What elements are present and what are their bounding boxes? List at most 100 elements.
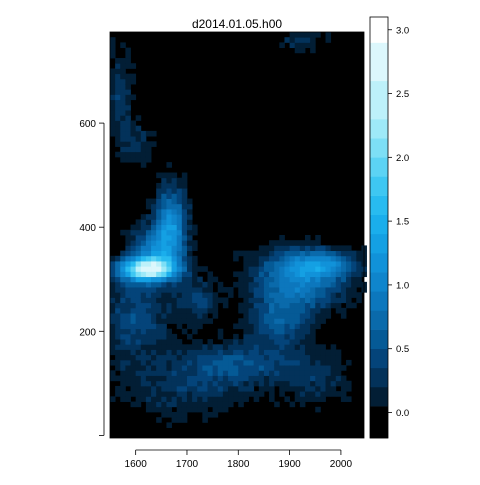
heatmap-cell <box>135 276 142 283</box>
heatmap-cell <box>176 198 183 205</box>
heatmap-cell <box>335 266 342 272</box>
heatmap-cell <box>120 302 126 309</box>
heatmap-cell <box>310 365 316 371</box>
heatmap-cell <box>115 365 121 371</box>
heatmap-cell <box>330 365 337 371</box>
heatmap-cell <box>269 307 275 314</box>
heatmap-cell <box>289 370 296 376</box>
heatmap-cell <box>330 271 337 278</box>
heatmap-cell <box>115 354 121 361</box>
heatmap-cell <box>130 328 137 335</box>
heatmap-cell <box>325 313 332 319</box>
heatmap-cell <box>125 235 131 241</box>
heatmap-cell <box>140 339 147 345</box>
heatmap-cell <box>284 261 290 267</box>
heatmap-cell <box>330 344 337 350</box>
heatmap-cell <box>243 365 249 371</box>
heatmap-cell <box>243 261 249 267</box>
heatmap-cell <box>253 250 260 257</box>
heatmap-cell <box>186 276 193 283</box>
heatmap-cell <box>299 359 306 366</box>
heatmap-cell <box>315 307 321 314</box>
heatmap-cell <box>299 292 306 298</box>
colorbar-segment <box>370 310 388 330</box>
heatmap-cell <box>233 380 239 387</box>
heatmap-cell <box>151 250 157 257</box>
heatmap-cell <box>125 281 131 288</box>
heatmap-cell <box>181 375 188 382</box>
heatmap-cell <box>304 370 311 376</box>
heatmap-cell <box>145 229 152 236</box>
heatmap-cell <box>258 302 265 309</box>
heatmap-cell <box>166 245 172 252</box>
heatmap-cell <box>294 385 301 392</box>
heatmap-cell <box>212 354 219 361</box>
heatmap-cell <box>135 375 142 382</box>
heatmap-cell <box>145 292 152 298</box>
heatmap-cell <box>156 354 162 361</box>
heatmap-cell <box>120 313 126 319</box>
heatmap-cell <box>145 146 152 153</box>
heatmap-cell <box>171 255 178 262</box>
heatmap-cell <box>304 391 311 397</box>
heatmap-cell <box>274 344 280 350</box>
heatmap-cell <box>294 245 301 252</box>
heatmap-cell <box>145 198 152 205</box>
heatmap-cell <box>330 281 337 288</box>
heatmap-cell <box>181 354 188 361</box>
heatmap-cell <box>238 307 244 314</box>
heatmap-cell <box>315 359 321 366</box>
heatmap-cell <box>274 250 280 257</box>
heatmap-cell <box>238 385 244 392</box>
heatmap-cell <box>289 240 296 246</box>
heatmap-cell <box>299 281 306 288</box>
heatmap-cell <box>274 271 280 278</box>
heatmap-cell <box>233 396 239 402</box>
plot-frame <box>109 31 365 439</box>
heatmap-cell <box>145 245 152 252</box>
heatmap-cell <box>269 318 275 324</box>
heatmap-cell <box>248 313 255 319</box>
heatmap-cell <box>228 292 234 298</box>
heatmap-cell <box>294 375 301 382</box>
heatmap-cell <box>145 203 152 210</box>
heatmap-cell <box>151 276 157 283</box>
heatmap-cell <box>258 271 265 278</box>
heatmap-cell <box>243 297 249 304</box>
heatmap-cell <box>304 328 311 335</box>
heatmap-cell <box>130 94 137 101</box>
heatmap-cell <box>284 240 290 246</box>
heatmap-cell <box>320 281 326 288</box>
heatmap-cell <box>171 417 178 423</box>
heatmap-cell <box>315 287 321 293</box>
heatmap-cell <box>125 359 131 366</box>
heatmap-cell <box>304 344 311 350</box>
heatmap-cell <box>130 391 137 397</box>
heatmap-cell <box>289 359 296 366</box>
x-tick-label: 2000 <box>330 459 353 470</box>
heatmap-cell <box>140 333 147 340</box>
heatmap-cell <box>325 276 332 283</box>
heatmap-cell <box>325 359 332 366</box>
heatmap-cell <box>115 271 121 278</box>
heatmap-cell <box>320 349 326 356</box>
heatmap-cell <box>253 365 260 371</box>
heatmap-cell <box>263 266 270 272</box>
heatmap-cell <box>243 380 249 387</box>
heatmap-cell <box>125 307 131 314</box>
heatmap-cell <box>161 177 167 184</box>
heatmap-cell <box>130 73 137 80</box>
heatmap-cell <box>304 250 311 257</box>
heatmap-cell <box>294 266 301 272</box>
heatmap-cell <box>289 344 296 350</box>
heatmap-cell <box>161 224 167 231</box>
heatmap-cell <box>151 380 157 387</box>
heatmap-cell <box>156 313 162 319</box>
colorbar-tick-label: 3.0 <box>396 25 409 36</box>
heatmap-cell <box>325 255 332 262</box>
heatmap-cell <box>110 115 116 121</box>
heatmap-cell <box>197 292 203 298</box>
heatmap-cell <box>335 250 342 257</box>
heatmap-cell <box>161 297 167 304</box>
